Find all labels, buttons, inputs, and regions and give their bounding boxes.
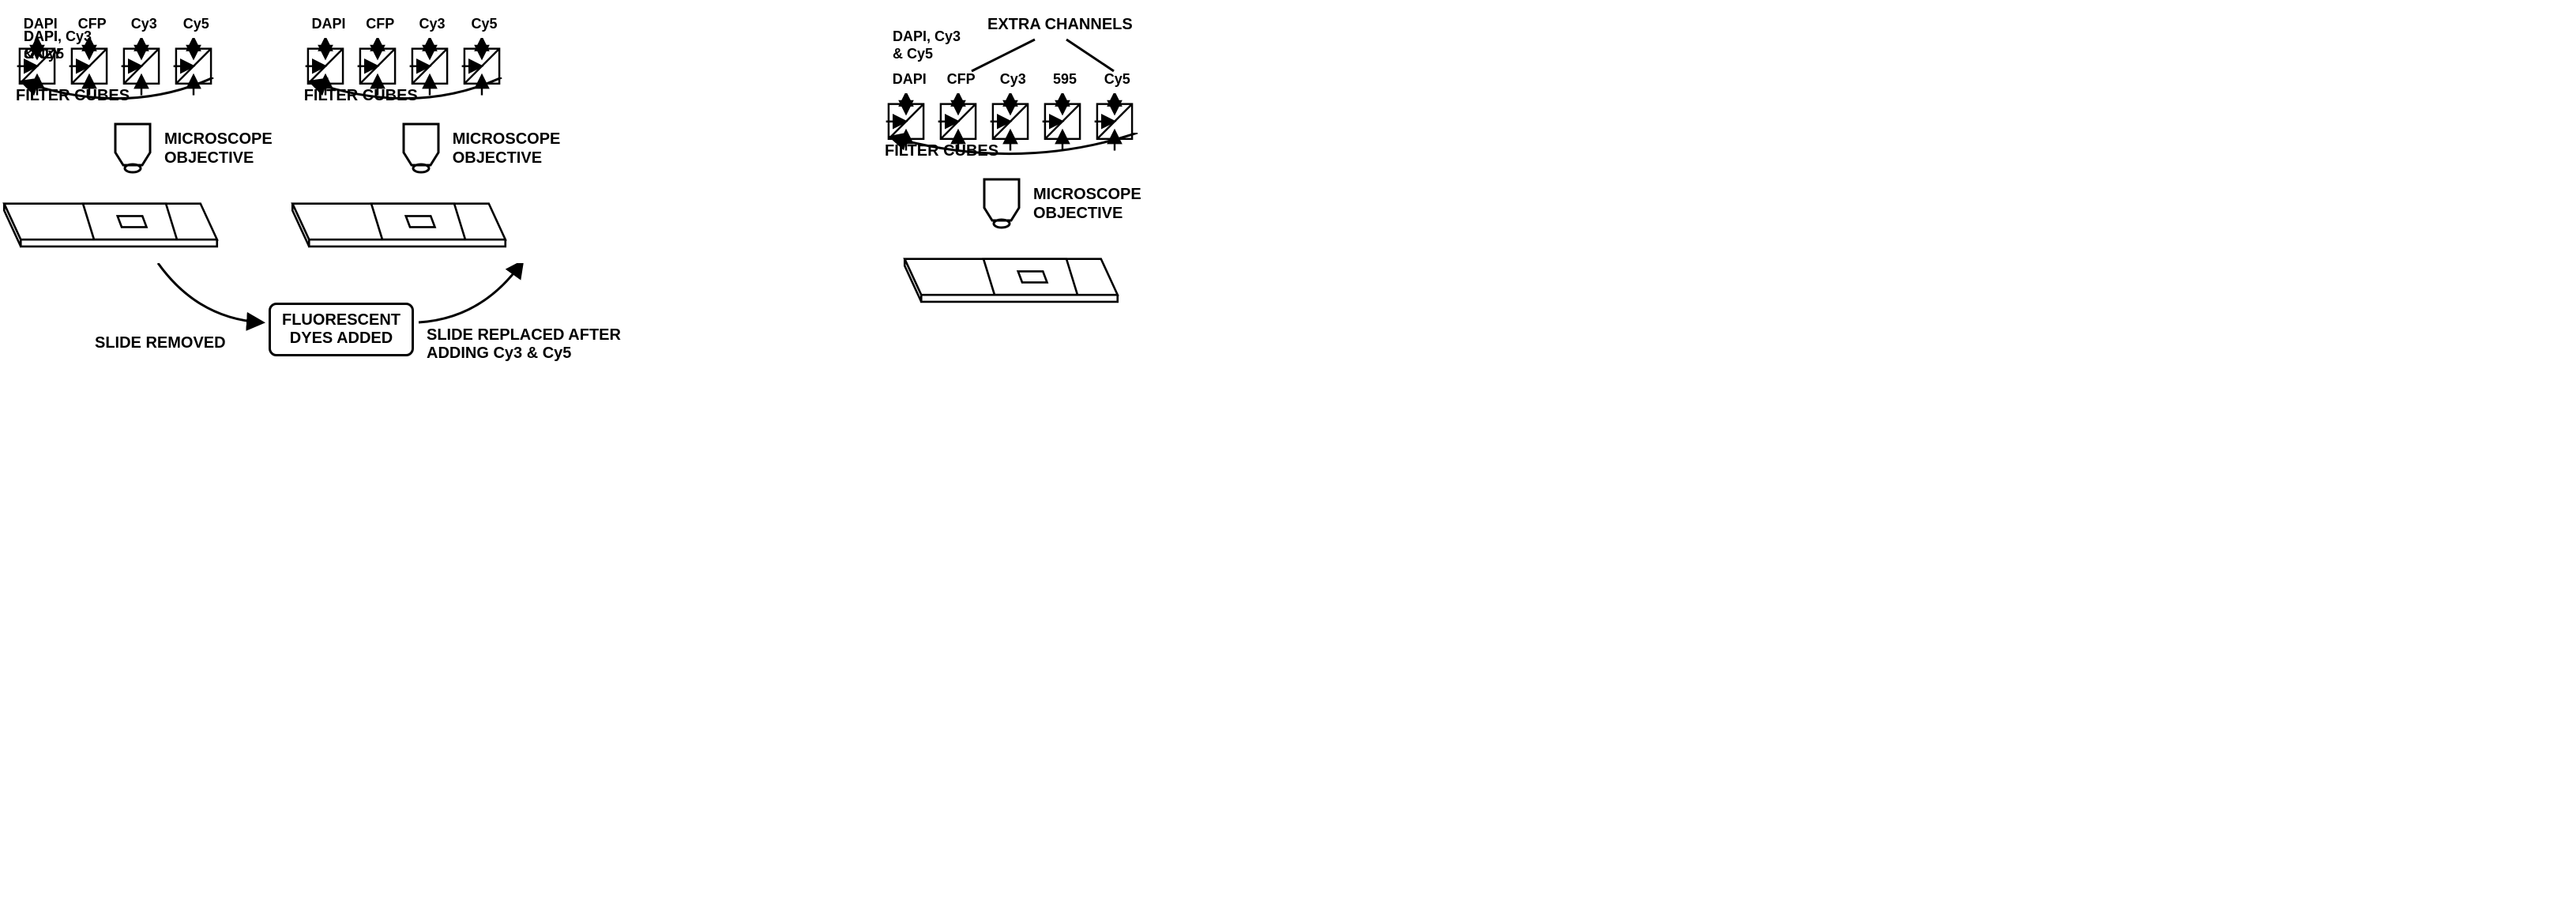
workflow-diagram: FLUORESCENT DYES ADDED SLIDE REMOVED SLI… <box>16 263 727 382</box>
objective-row-2: MICROSCOPE OBJECTIVE <box>399 121 561 176</box>
setup-col-2: DAPI CFP Cy3 Cy5 FILTER CUBES MICROSCOPE… <box>304 16 561 255</box>
microscope-slide-icon <box>901 247 1122 311</box>
objective-label: MICROSCOPE OBJECTIVE <box>164 130 273 168</box>
microscope-objective-icon <box>111 121 155 176</box>
cube-cy5: Cy5 <box>172 38 215 81</box>
microscope-slide-icon <box>0 192 221 255</box>
objective-label: MICROSCOPE OBJECTIVE <box>453 130 561 168</box>
dual-column-setup: DAPI CFP Cy3 Cy5 <box>16 16 806 255</box>
slide-removed-text: SLIDE REMOVED <box>95 334 226 352</box>
objective-row-3: MICROSCOPE OBJECTIVE <box>980 176 1374 232</box>
slide-replaced-text: SLIDE REPLACED AFTER ADDING Cy3 & Cy5 <box>427 326 621 363</box>
left-panel: DAPI CFP Cy3 Cy5 <box>16 16 806 382</box>
microscope-objective-icon <box>399 121 443 176</box>
right-panel: EXTRA CHANNELS DAPI CFP Cy3 595 Cy5 FILT… <box>885 16 1374 311</box>
objective-label: MICROSCOPE OBJECTIVE <box>1033 185 1141 223</box>
objective-row-1: MICROSCOPE OBJECTIVE <box>111 121 273 176</box>
fluorescent-dyes-box: FLUORESCENT DYES ADDED <box>269 303 414 356</box>
slide-row-2: DAPI, Cy3 & Cy5 <box>288 192 510 255</box>
microscope-objective-icon <box>980 176 1024 232</box>
microscope-slide-icon <box>288 192 510 255</box>
diagram-container: DAPI CFP Cy3 Cy5 <box>16 16 2560 382</box>
cube-row-2: DAPI CFP Cy3 Cy5 <box>304 38 503 81</box>
cube-row-3: DAPI CFP Cy3 595 Cy5 <box>885 93 1374 136</box>
slide-row-1: DAPI ONLY <box>0 192 221 255</box>
cube-cy3: Cy3 <box>120 38 163 81</box>
slide-label-right: DAPI, Cy3 & Cy5 <box>893 28 961 62</box>
slide-label-dapi-cy3-cy5: DAPI, Cy3 & Cy5 <box>24 28 92 62</box>
slide-row-3: DAPI, Cy3 & Cy5 <box>901 247 1374 311</box>
